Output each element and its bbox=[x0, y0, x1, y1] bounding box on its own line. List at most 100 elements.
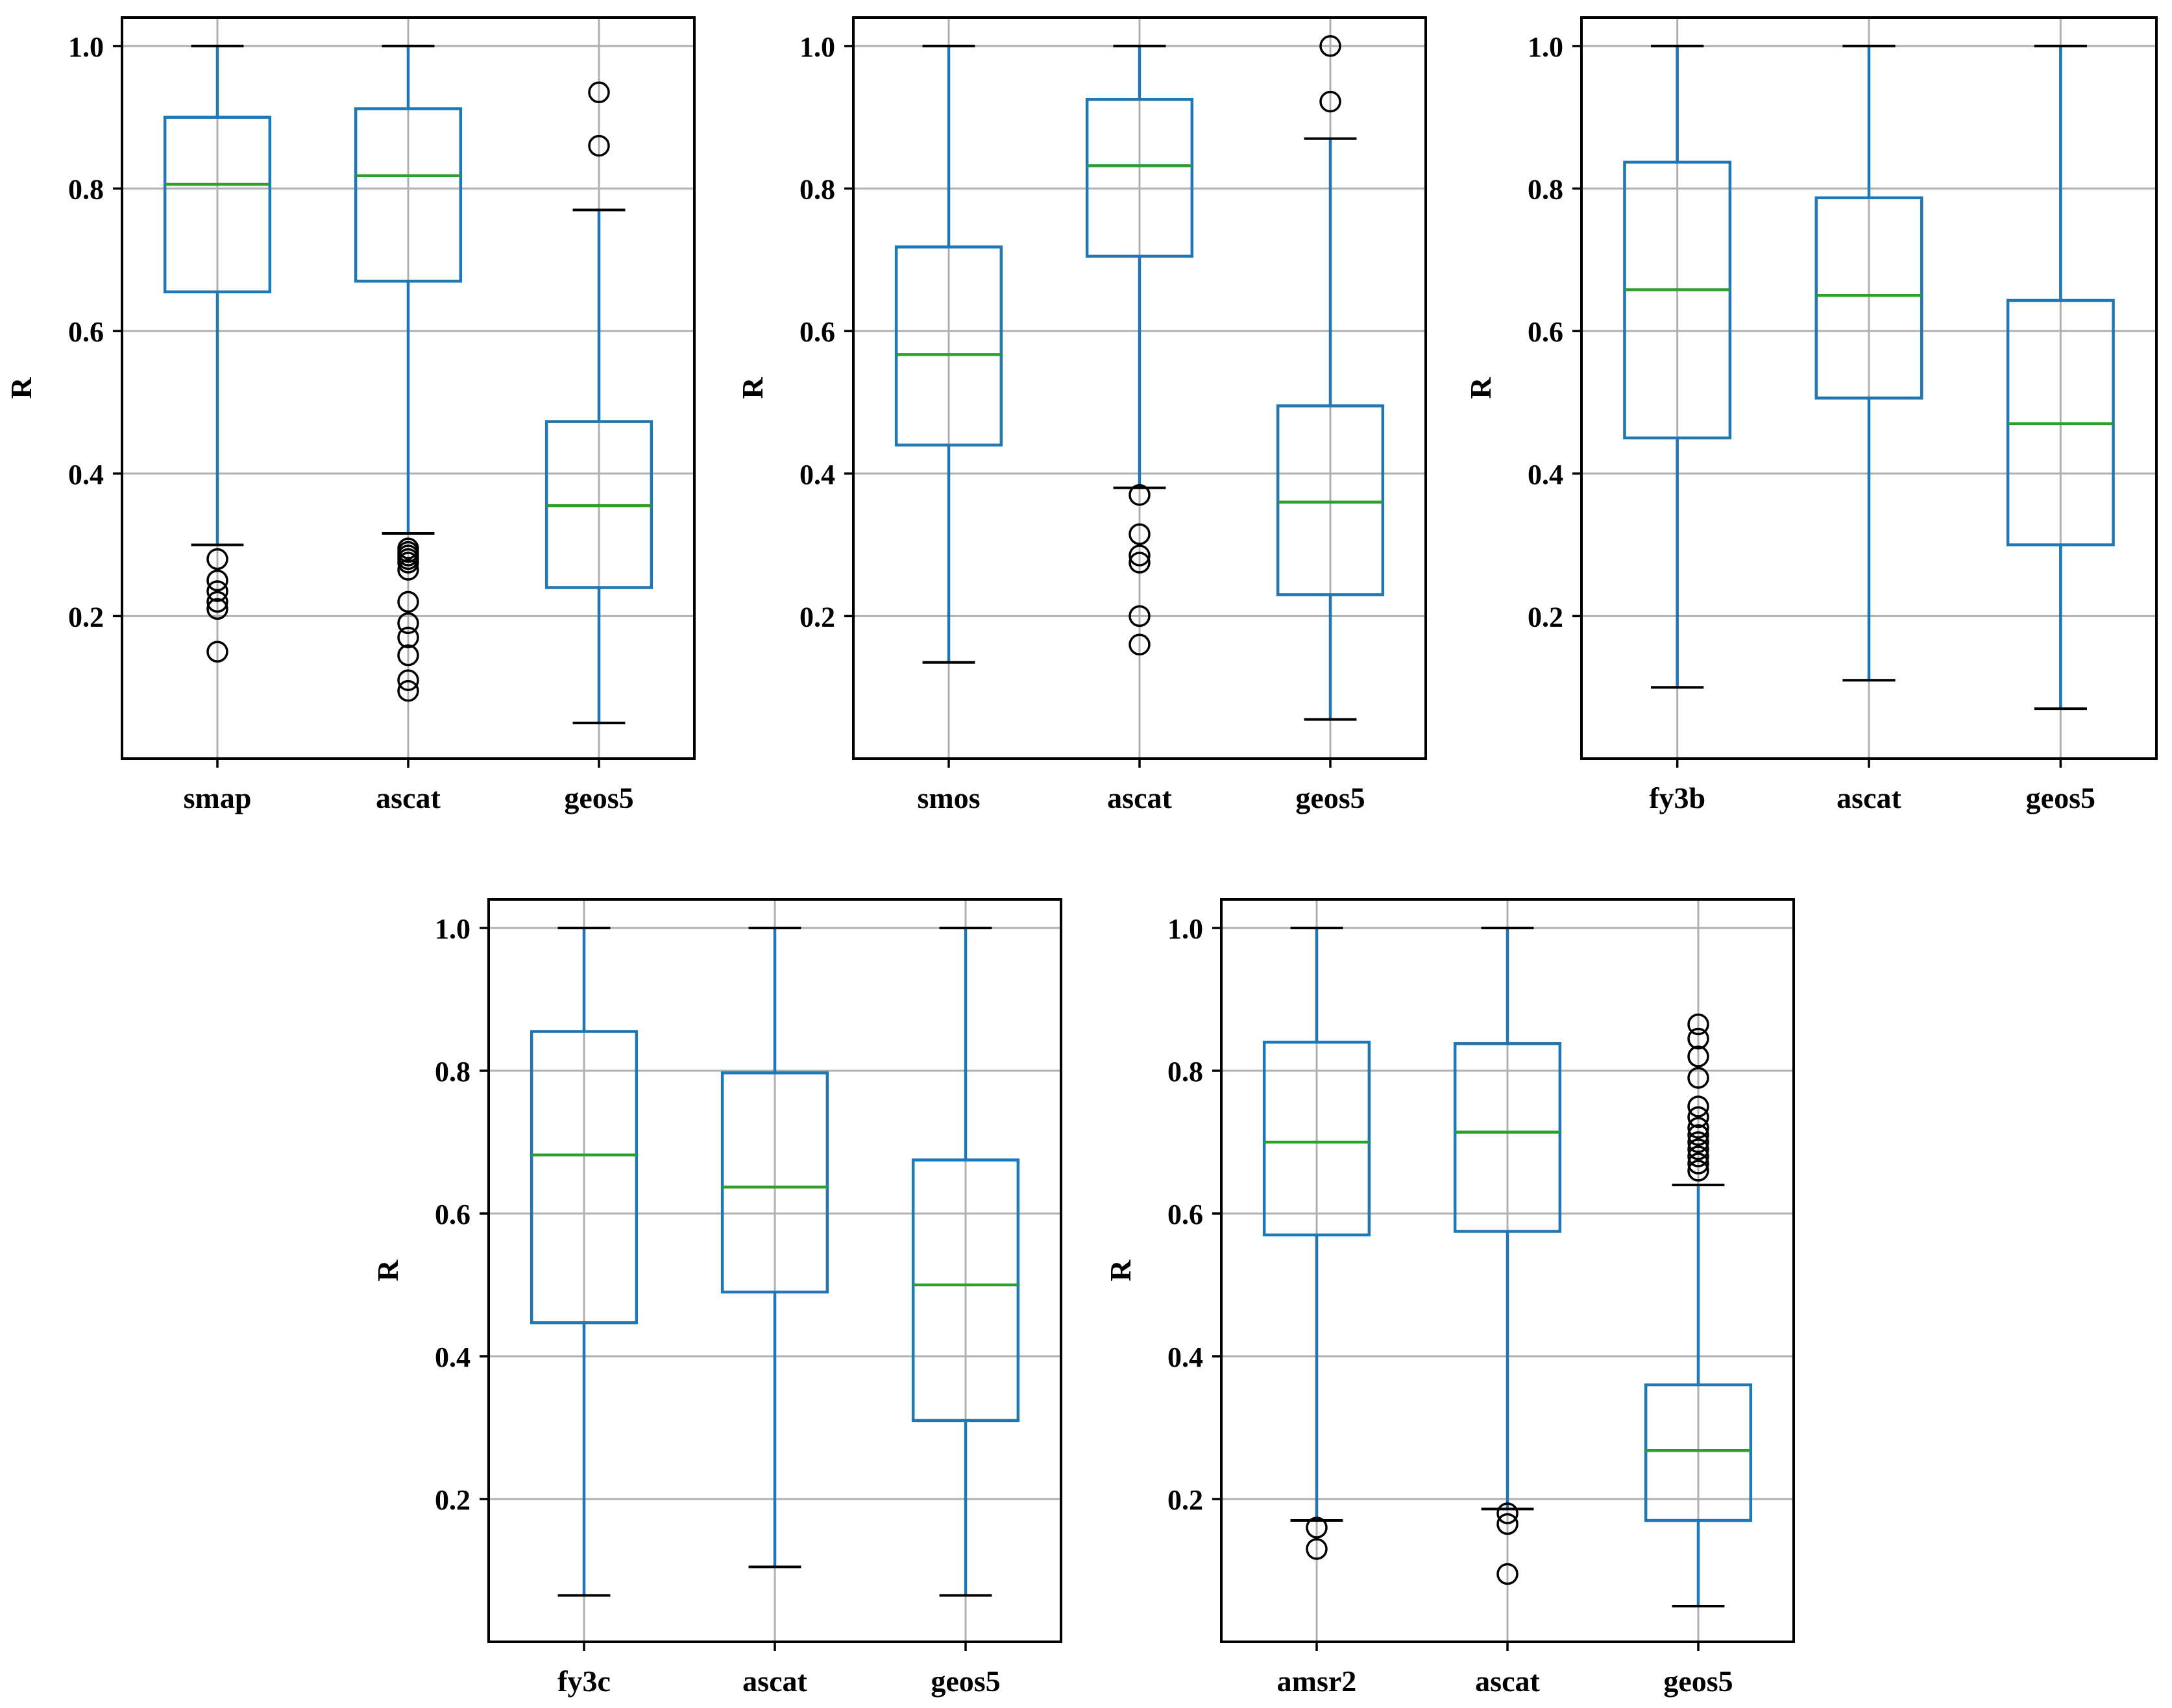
chart-panel-3: 0.2 0.4 0.6 0.8 1.0 fy3b ascat geos5 R bbox=[1464, 16, 2158, 814]
box-smos bbox=[894, 44, 1003, 664]
box-body bbox=[1085, 98, 1194, 258]
y-tick-label: 0.8 bbox=[435, 1056, 470, 1088]
x-tick-label-smap: smap bbox=[184, 781, 252, 814]
flier-point bbox=[206, 598, 228, 620]
flier-point bbox=[1687, 1045, 1709, 1068]
box-body bbox=[894, 245, 1003, 447]
x-tick-label-geos5: geos5 bbox=[564, 781, 633, 814]
flier-point bbox=[1129, 633, 1151, 656]
flier-point bbox=[1319, 35, 1341, 57]
flier-point bbox=[1687, 1095, 1709, 1117]
flier-point bbox=[1687, 1138, 1709, 1160]
flier-point bbox=[206, 548, 228, 570]
x-tick-label-geos5: geos5 bbox=[2026, 781, 2095, 814]
y-tick-label: 0.6 bbox=[435, 1199, 470, 1230]
flier-point bbox=[1687, 1131, 1709, 1153]
box-amsr2 bbox=[1262, 927, 1371, 1560]
y-tick-label: 0.8 bbox=[1167, 1056, 1203, 1088]
y-tick-label: 0.2 bbox=[1528, 601, 1563, 633]
flier-point bbox=[397, 679, 419, 702]
flier-point bbox=[1687, 1106, 1709, 1128]
flier-point bbox=[588, 81, 610, 104]
y-tick-label: 0.2 bbox=[1167, 1484, 1203, 1516]
box-geos5 bbox=[2006, 44, 2115, 711]
flier-point bbox=[1687, 1117, 1709, 1139]
box-body bbox=[1814, 196, 1923, 400]
box-geos5 bbox=[544, 81, 653, 725]
box-body bbox=[1276, 404, 1385, 596]
x-tick-label-amsr2: amsr2 bbox=[1277, 1665, 1357, 1698]
flier-point bbox=[1129, 552, 1151, 574]
y-tick-label: 0.4 bbox=[799, 459, 835, 491]
y-tick-label: 0.4 bbox=[68, 459, 104, 491]
flier-point bbox=[1496, 1502, 1519, 1524]
y-tick-label: 0.8 bbox=[799, 174, 835, 206]
box-ascat bbox=[1085, 44, 1194, 656]
flier-point bbox=[206, 591, 228, 613]
box-body bbox=[1453, 1042, 1562, 1233]
y-tick-label: 0.2 bbox=[68, 601, 104, 633]
y-axis-label: R bbox=[736, 377, 769, 399]
flier-point bbox=[1687, 1153, 1709, 1175]
x-tick-label-geos5: geos5 bbox=[1663, 1665, 1733, 1698]
box-ascat bbox=[1453, 927, 1562, 1585]
flier-point bbox=[1306, 1538, 1328, 1560]
flier-point bbox=[1687, 1013, 1709, 1036]
flier-point bbox=[588, 134, 610, 157]
chart-panel-5: 0.2 0.4 0.6 0.8 1.0 amsr2 ascat geos5 R bbox=[1104, 898, 1795, 1698]
box-body bbox=[1262, 1040, 1371, 1237]
y-axis-label: R bbox=[371, 1260, 404, 1282]
x-tick-label-geos5: geos5 bbox=[1295, 781, 1365, 814]
y-tick-label: 1.0 bbox=[435, 913, 470, 945]
x-tick-label-ascat: ascat bbox=[376, 781, 441, 814]
y-tick-label: 0.6 bbox=[1167, 1199, 1203, 1230]
chart-panel-2: 0.2 0.4 0.6 0.8 1.0 smos ascat geos5 R bbox=[736, 16, 1427, 814]
x-tick-label-fy3b: fy3b bbox=[1649, 781, 1705, 814]
y-tick-label: 0.2 bbox=[435, 1484, 470, 1516]
flier-point bbox=[1319, 90, 1341, 113]
x-tick-label-ascat: ascat bbox=[742, 1665, 807, 1698]
flier-point bbox=[397, 552, 419, 574]
flier-point bbox=[1129, 523, 1151, 545]
flier-point bbox=[397, 591, 419, 613]
y-tick-label: 0.8 bbox=[68, 174, 104, 206]
box-ascat bbox=[720, 927, 829, 1568]
box-body bbox=[720, 1071, 829, 1294]
box-ascat bbox=[1814, 44, 1923, 682]
flier-point bbox=[1496, 1513, 1519, 1535]
flier-point bbox=[206, 580, 228, 602]
flier-point bbox=[397, 612, 419, 635]
y-tick-label: 0.8 bbox=[1528, 174, 1563, 206]
chart-panel-1: 0.2 0.4 0.6 0.8 1.0 smap ascat geos5 R bbox=[5, 16, 696, 814]
y-axis-label: R bbox=[5, 377, 38, 399]
flier-point bbox=[1496, 1563, 1519, 1585]
x-tick-label-ascat: ascat bbox=[1107, 781, 1172, 814]
flier-point bbox=[1129, 605, 1151, 628]
flier-point bbox=[1687, 1027, 1709, 1050]
box-body bbox=[1623, 160, 1732, 440]
box-body bbox=[530, 1030, 639, 1324]
x-tick-label-geos5: geos5 bbox=[931, 1665, 1000, 1698]
flier-point bbox=[206, 569, 228, 592]
y-axis-label: R bbox=[1104, 1260, 1137, 1282]
box-fy3c bbox=[530, 927, 639, 1597]
y-tick-label: 0.6 bbox=[1528, 316, 1563, 348]
box-body bbox=[163, 116, 272, 294]
box-geos5 bbox=[1644, 1013, 1753, 1607]
y-tick-label: 0.2 bbox=[799, 601, 835, 633]
flier-point bbox=[1687, 1124, 1709, 1146]
flier-point bbox=[1687, 1145, 1709, 1167]
x-tick-label-ascat: ascat bbox=[1475, 1665, 1540, 1698]
x-tick-label-smos: smos bbox=[917, 781, 980, 814]
box-smap bbox=[163, 44, 272, 663]
flier-point bbox=[1687, 1160, 1709, 1182]
flier-point bbox=[1129, 483, 1151, 506]
y-tick-label: 0.6 bbox=[68, 316, 104, 348]
y-tick-label: 1.0 bbox=[799, 31, 835, 63]
x-tick-label-fy3c: fy3c bbox=[557, 1665, 611, 1698]
box-geos5 bbox=[911, 927, 1020, 1597]
flier-point bbox=[1129, 544, 1151, 567]
y-axis-label: R bbox=[1464, 377, 1497, 399]
flier-point bbox=[397, 644, 419, 666]
